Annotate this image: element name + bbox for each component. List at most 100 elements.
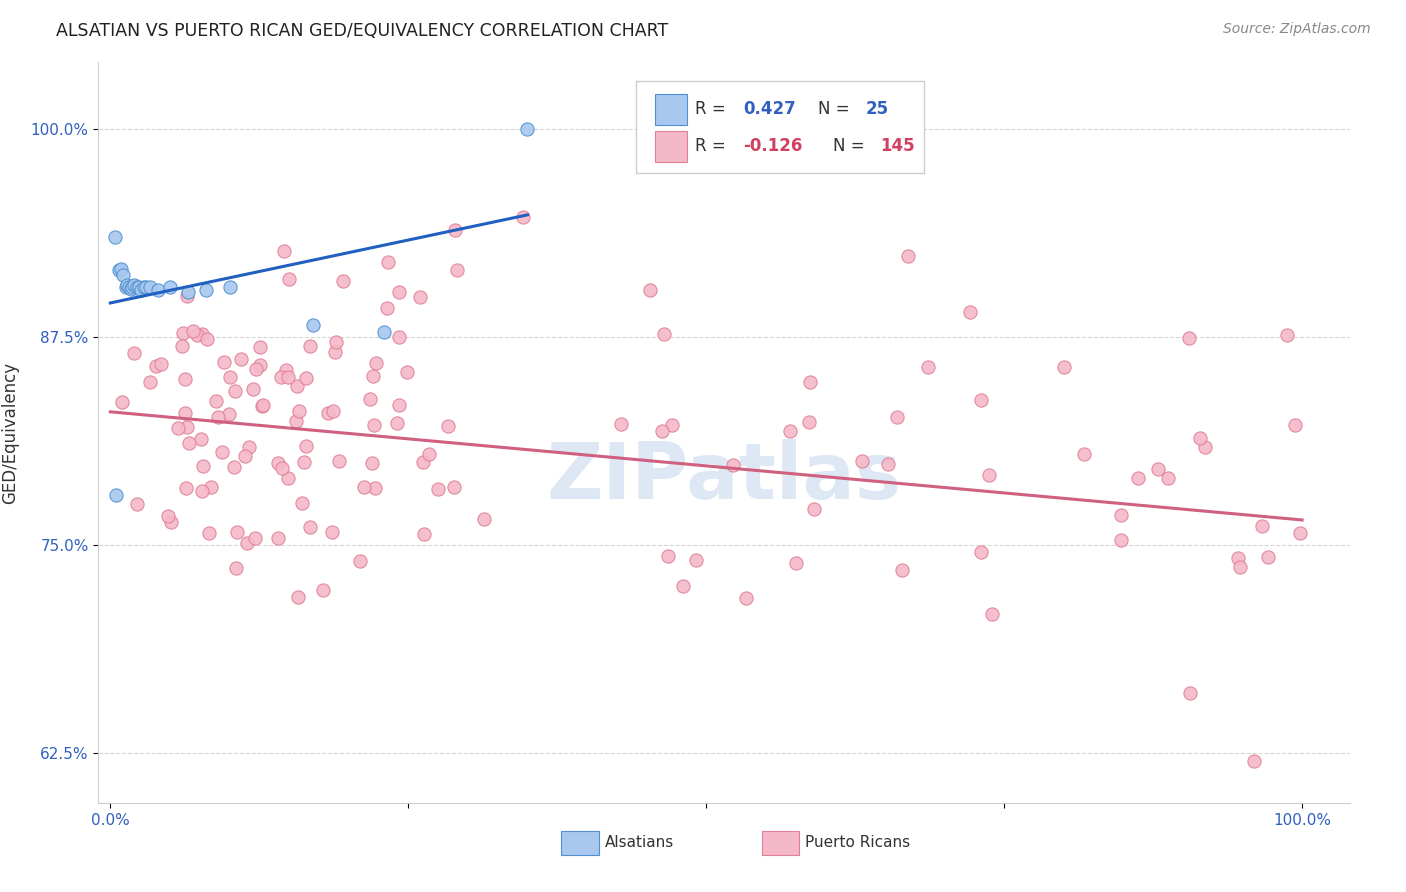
Point — [443, 480, 465, 494]
Point — [851, 454, 873, 468]
Point — [332, 274, 354, 288]
Point — [128, 280, 150, 294]
Point — [1147, 461, 1170, 475]
Point — [191, 459, 214, 474]
Text: R =: R = — [696, 137, 731, 155]
Point — [273, 244, 295, 259]
Point — [238, 440, 260, 454]
Point — [734, 591, 756, 605]
Point — [291, 495, 314, 509]
Point — [170, 339, 193, 353]
FancyBboxPatch shape — [655, 131, 686, 162]
Point — [146, 284, 169, 298]
Point — [252, 398, 274, 412]
Point — [1229, 559, 1251, 574]
Point — [396, 364, 419, 378]
Point — [409, 290, 432, 304]
Point — [132, 280, 155, 294]
Point — [111, 395, 134, 409]
Point — [299, 520, 322, 534]
Point — [610, 417, 633, 431]
Point — [418, 447, 440, 461]
Point — [120, 282, 142, 296]
Point — [249, 341, 271, 355]
Point — [1257, 549, 1279, 564]
Point — [174, 372, 197, 386]
Point — [250, 399, 273, 413]
Point — [325, 334, 347, 349]
Point — [177, 285, 200, 299]
Point — [138, 376, 160, 390]
Point — [886, 409, 908, 424]
Point — [322, 404, 344, 418]
Text: -0.126: -0.126 — [742, 137, 803, 155]
Point — [110, 261, 132, 276]
Point — [363, 417, 385, 432]
Point — [218, 407, 240, 421]
Point — [316, 406, 339, 420]
Point — [388, 330, 411, 344]
Point — [145, 359, 167, 373]
Point — [167, 421, 190, 435]
Point — [191, 326, 214, 341]
Point — [364, 481, 387, 495]
Point — [224, 384, 246, 398]
Point — [277, 471, 299, 485]
Point — [1188, 431, 1211, 445]
Point — [224, 459, 246, 474]
Point — [197, 333, 219, 347]
Point — [785, 557, 807, 571]
Point — [105, 488, 128, 502]
Point — [364, 356, 387, 370]
Point — [512, 210, 534, 224]
Point — [233, 449, 256, 463]
Point — [891, 563, 914, 577]
Point — [672, 579, 695, 593]
Point — [1109, 533, 1132, 548]
Point — [219, 369, 242, 384]
Point — [328, 454, 350, 468]
Point — [444, 223, 467, 237]
Point — [191, 483, 214, 498]
Point — [104, 230, 127, 244]
Point — [267, 456, 290, 470]
Point — [472, 512, 495, 526]
Point — [723, 458, 745, 472]
Point — [325, 345, 347, 359]
Point — [385, 417, 408, 431]
Y-axis label: GED/Equivalency: GED/Equivalency — [1, 361, 20, 504]
Point — [150, 357, 173, 371]
Point — [321, 525, 343, 540]
Point — [292, 455, 315, 469]
Text: Puerto Ricans: Puerto Ricans — [806, 835, 911, 850]
FancyBboxPatch shape — [655, 95, 686, 126]
Point — [437, 418, 460, 433]
Point — [135, 280, 157, 294]
Text: ZIPatlas: ZIPatlas — [547, 439, 901, 515]
Point — [277, 369, 299, 384]
Text: Alsatians: Alsatians — [605, 835, 675, 850]
FancyBboxPatch shape — [561, 831, 599, 855]
Point — [274, 363, 297, 377]
Point — [312, 583, 335, 598]
Point — [1126, 471, 1149, 485]
Point — [981, 607, 1004, 621]
Point — [897, 249, 920, 263]
Text: 145: 145 — [880, 137, 915, 155]
Point — [122, 346, 145, 360]
Point — [803, 502, 825, 516]
Point — [1157, 471, 1180, 485]
Point — [138, 280, 160, 294]
Point — [176, 289, 198, 303]
Point — [194, 284, 217, 298]
Point — [359, 392, 381, 406]
Point — [225, 560, 247, 574]
Point — [1178, 331, 1201, 345]
Point — [270, 370, 292, 384]
Point — [353, 480, 375, 494]
Point — [125, 497, 148, 511]
Point — [413, 527, 436, 541]
Point — [446, 263, 468, 277]
Point — [412, 455, 434, 469]
Point — [1284, 418, 1306, 433]
